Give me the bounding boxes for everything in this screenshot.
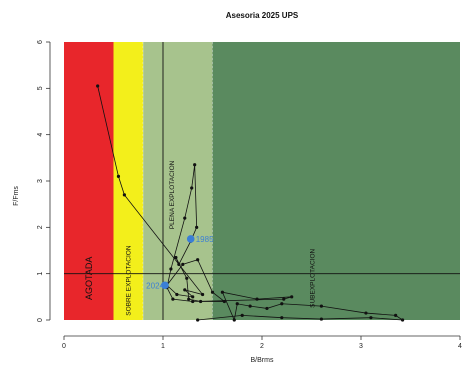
data-point	[195, 225, 199, 229]
series-line	[97, 85, 405, 322]
data-point	[175, 292, 179, 297]
reference-lines	[64, 42, 460, 320]
data-point	[201, 292, 205, 297]
data-point	[196, 318, 200, 322]
axes: 0 1 2 3 4 0 1 2 3 4 5 6	[37, 40, 462, 350]
zone-label-1: AGOTADA	[84, 257, 94, 300]
data-point	[169, 267, 173, 271]
highlight-point-1985	[186, 235, 195, 243]
zone-3-band	[143, 42, 213, 320]
data-point	[369, 316, 373, 320]
data-point	[191, 299, 195, 304]
x-tick-label: 1	[161, 343, 165, 350]
zones-layer: AGOTADA SOBRE EXPLOTACION PLENA EXPLOTACIO…	[64, 42, 460, 320]
data-point	[116, 174, 121, 178]
x-tick-label: 3	[359, 343, 363, 350]
y-tick-label: 0	[37, 318, 44, 322]
data-point	[171, 297, 175, 301]
data-point	[248, 304, 252, 308]
y-axis-title: F/Fms	[13, 186, 20, 206]
data-point	[235, 302, 239, 306]
data-point	[394, 313, 398, 317]
data-point	[96, 84, 100, 88]
highlight-label-2024: 2024	[146, 281, 164, 290]
y-tick-label: 4	[37, 133, 44, 137]
data-point	[240, 313, 244, 317]
data-point	[183, 288, 187, 292]
zone-4-band	[212, 42, 460, 320]
data-point	[193, 163, 197, 167]
data-point	[220, 290, 224, 294]
data-point	[187, 297, 191, 301]
zone-label-3: PLENA EXPLOTACION	[169, 160, 176, 229]
highlighted-points: 1985 2024	[146, 235, 214, 290]
data-point	[177, 262, 181, 266]
zone-label-4: SUBEXPLOTACION	[310, 248, 317, 307]
data-point	[364, 311, 368, 315]
data-point	[122, 193, 126, 197]
data-point	[196, 258, 200, 262]
y-tick-label: 2	[37, 225, 44, 229]
x-tick-label: 2	[260, 343, 264, 350]
data-point	[282, 297, 286, 301]
zone-label-2: SOBRE EXPLOTACION	[125, 245, 132, 316]
highlight-label-1985: 1985	[196, 235, 214, 244]
y-tick-label: 1	[37, 272, 44, 276]
y-tick-label: 5	[37, 86, 44, 90]
data-point	[174, 255, 178, 260]
x-tick-label: 4	[458, 343, 462, 350]
data-point	[290, 295, 294, 299]
data-point	[400, 318, 405, 322]
chart-title: Asesoria 2025 UPS	[226, 11, 299, 20]
y-tick-label: 6	[37, 40, 44, 44]
data-point	[185, 276, 189, 280]
data-point	[199, 299, 203, 304]
data-point	[190, 186, 194, 190]
data-point	[232, 318, 236, 322]
data-point	[280, 302, 284, 306]
data-point	[280, 316, 284, 320]
data-point	[319, 317, 323, 321]
data-point	[191, 295, 195, 299]
data-point	[183, 216, 187, 220]
y-tick-label: 3	[37, 179, 44, 183]
data-point	[222, 299, 226, 304]
data-point	[181, 262, 185, 266]
x-tick-label: 0	[62, 343, 66, 350]
data-point	[265, 306, 269, 311]
data-point	[255, 297, 259, 301]
x-axis-title: B/Brms	[251, 357, 274, 364]
data-point	[319, 304, 323, 308]
data-point	[210, 290, 215, 294]
highlight-point-2024	[161, 281, 169, 290]
